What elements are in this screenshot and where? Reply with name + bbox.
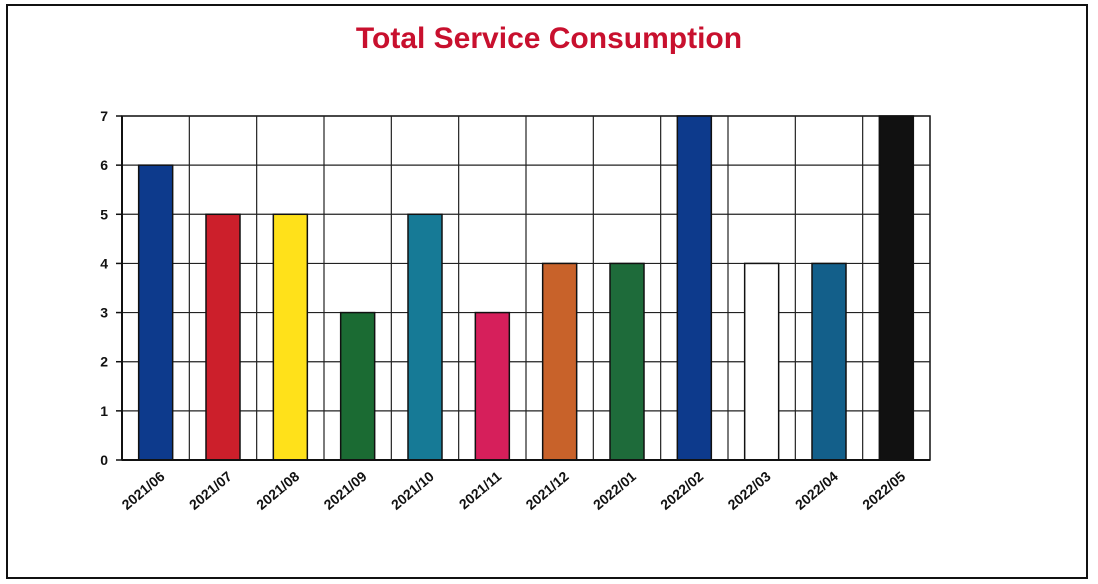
- y-tick-label: 1: [100, 403, 108, 419]
- bar-2021-06: [137, 164, 174, 461]
- bar-2021-08: [272, 213, 309, 461]
- y-tick-label: 2: [100, 354, 108, 370]
- bar-2021-10: [407, 213, 443, 461]
- y-tick-label: 5: [100, 206, 108, 222]
- x-tick-label: 2021/12: [523, 468, 572, 513]
- bar-2021-11: [474, 311, 511, 461]
- x-tick-label: 2022/03: [725, 468, 774, 513]
- bar-2022-04: [811, 262, 847, 461]
- x-tick-label: 2021/09: [321, 468, 370, 513]
- x-tick-label: 2022/05: [859, 468, 908, 513]
- bar-2022-05: [878, 115, 915, 461]
- y-tick-label: 6: [100, 157, 108, 173]
- y-tick-label: 7: [100, 108, 108, 124]
- bar-2021-07: [205, 213, 241, 461]
- x-tick-label: 2022/04: [792, 468, 841, 513]
- y-tick-label: 0: [100, 452, 108, 468]
- x-tick-label: 2021/06: [119, 468, 168, 513]
- x-tick-label: 2021/07: [186, 468, 235, 513]
- x-tick-label: 2021/11: [456, 468, 505, 512]
- y-tick-label: 4: [100, 255, 108, 271]
- x-tick-label: 2022/01: [590, 468, 639, 513]
- bar-2022-03: [743, 262, 780, 461]
- x-tick-label: 2021/10: [388, 468, 437, 513]
- x-tick-label: 2022/02: [657, 468, 706, 513]
- bar-2022-01: [609, 262, 645, 461]
- y-tick-label: 3: [100, 305, 108, 321]
- x-tick-label: 2021/08: [253, 468, 302, 513]
- chart-title: Total Service Consumption: [355, 22, 743, 55]
- bar-2022-02: [676, 115, 713, 461]
- bar-2021-09: [339, 311, 376, 461]
- bar-2021-12: [541, 262, 578, 461]
